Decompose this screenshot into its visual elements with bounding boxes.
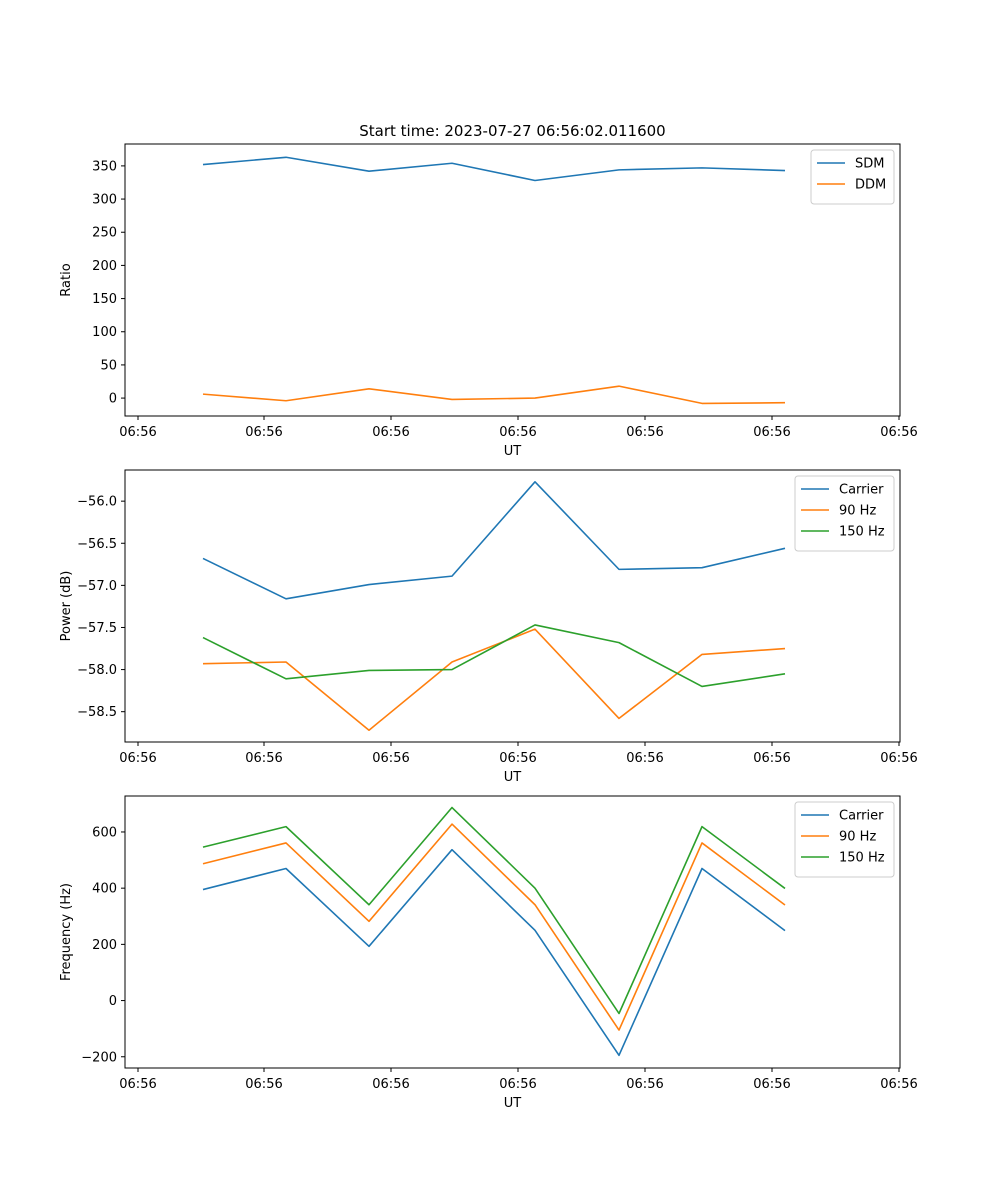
legend-label: 150 Hz — [839, 525, 885, 540]
series-line-90-hz — [202, 823, 786, 1031]
y-tick-label: −57.0 — [77, 579, 117, 594]
legend-label: Carrier — [839, 809, 884, 824]
x-axis-label: UT — [504, 1096, 522, 1111]
y-tick-label: −58.0 — [77, 663, 117, 678]
y-tick-label: 400 — [92, 882, 117, 897]
series-line-150-hz — [202, 624, 786, 688]
x-tick-label: 06:56 — [372, 751, 409, 766]
series-line-sdm — [202, 156, 786, 182]
x-tick-label: 06:56 — [245, 425, 282, 440]
series-line-carrier — [202, 480, 786, 600]
y-axis-label: Power (dB) — [59, 571, 74, 642]
y-tick-label: 350 — [92, 159, 117, 174]
x-axis-label: UT — [504, 770, 522, 785]
y-axis-label: Frequency (Hz) — [59, 883, 74, 981]
x-tick-label: 06:56 — [880, 751, 917, 766]
legend-label: 90 Hz — [839, 830, 876, 845]
y-tick-label: 0 — [109, 392, 117, 407]
plot-frame — [124, 795, 901, 1069]
y-tick-label: −56.5 — [77, 537, 117, 552]
figure-title: Start time: 2023-07-27 06:56:02.011600 — [359, 122, 665, 140]
x-tick-label: 06:56 — [753, 751, 790, 766]
legend: Carrier 90 Hz 150 Hz — [794, 475, 895, 552]
legend-label: Carrier — [839, 483, 884, 498]
legend-box — [794, 801, 895, 878]
legend: SDM DDM — [810, 149, 895, 205]
frequency-panel: −200 0 200 400 600 06:56 06:56 06:56 06:56 06:56 0… — [59, 795, 918, 1111]
power-panel: −58.5 −58.0 −57.5 −57.0 −56.5 −56.0 06:56 06:56… — [59, 469, 918, 785]
series-line-ddm — [202, 385, 786, 405]
legend-label: 90 Hz — [839, 504, 876, 519]
y-tick-label: 600 — [92, 825, 117, 840]
y-tick-label: 0 — [109, 994, 117, 1009]
legend-label: SDM — [855, 157, 884, 172]
x-tick-label: 06:56 — [499, 751, 536, 766]
y-tick-label: −200 — [81, 1050, 117, 1065]
x-tick-label: 06:56 — [245, 751, 282, 766]
plot-frame — [124, 143, 901, 417]
legend: Carrier 90 Hz 150 Hz — [794, 801, 895, 878]
y-tick-label: −57.5 — [77, 621, 117, 636]
x-tick-label: 06:56 — [245, 1077, 282, 1092]
legend-box — [794, 475, 895, 552]
plot-frame — [124, 469, 901, 743]
y-tick-label: 250 — [92, 226, 117, 241]
x-tick-label: 06:56 — [372, 425, 409, 440]
series-line-carrier — [202, 848, 786, 1057]
x-tick-label: 06:56 — [499, 1077, 536, 1092]
x-tick-label: 06:56 — [626, 425, 663, 440]
ratio-panel: 0 50 100 150 200 250 300 350 06:56 06:56 06:56 06:5… — [59, 143, 918, 459]
y-tick-label: 50 — [100, 358, 117, 373]
y-tick-label: 200 — [92, 259, 117, 274]
x-axis-label: UT — [504, 444, 522, 459]
y-tick-label: 150 — [92, 292, 117, 307]
y-tick-label: 100 — [92, 325, 117, 340]
x-tick-label: 06:56 — [753, 425, 790, 440]
y-tick-label: −58.5 — [77, 705, 117, 720]
x-tick-label: 06:56 — [119, 1077, 156, 1092]
y-tick-label: 300 — [92, 193, 117, 208]
legend-label: DDM — [855, 178, 886, 193]
y-axis-label: Ratio — [59, 263, 74, 296]
x-tick-label: 06:56 — [626, 751, 663, 766]
x-tick-label: 06:56 — [119, 425, 156, 440]
legend-label: 150 Hz — [839, 851, 885, 866]
x-tick-label: 06:56 — [499, 425, 536, 440]
x-tick-label: 06:56 — [626, 1077, 663, 1092]
y-tick-label: 200 — [92, 938, 117, 953]
x-tick-label: 06:56 — [880, 1077, 917, 1092]
x-tick-label: 06:56 — [372, 1077, 409, 1092]
x-tick-label: 06:56 — [753, 1077, 790, 1092]
y-tick-label: −56.0 — [77, 495, 117, 510]
series-line-150-hz — [202, 806, 786, 1015]
series-line-90-hz — [202, 628, 786, 732]
x-tick-label: 06:56 — [880, 425, 917, 440]
x-tick-label: 06:56 — [119, 751, 156, 766]
